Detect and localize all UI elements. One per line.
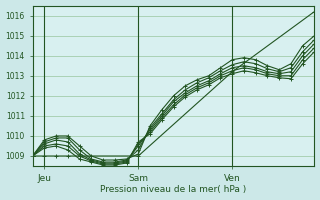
X-axis label: Pression niveau de la mer( hPa ): Pression niveau de la mer( hPa ) (100, 185, 247, 194)
